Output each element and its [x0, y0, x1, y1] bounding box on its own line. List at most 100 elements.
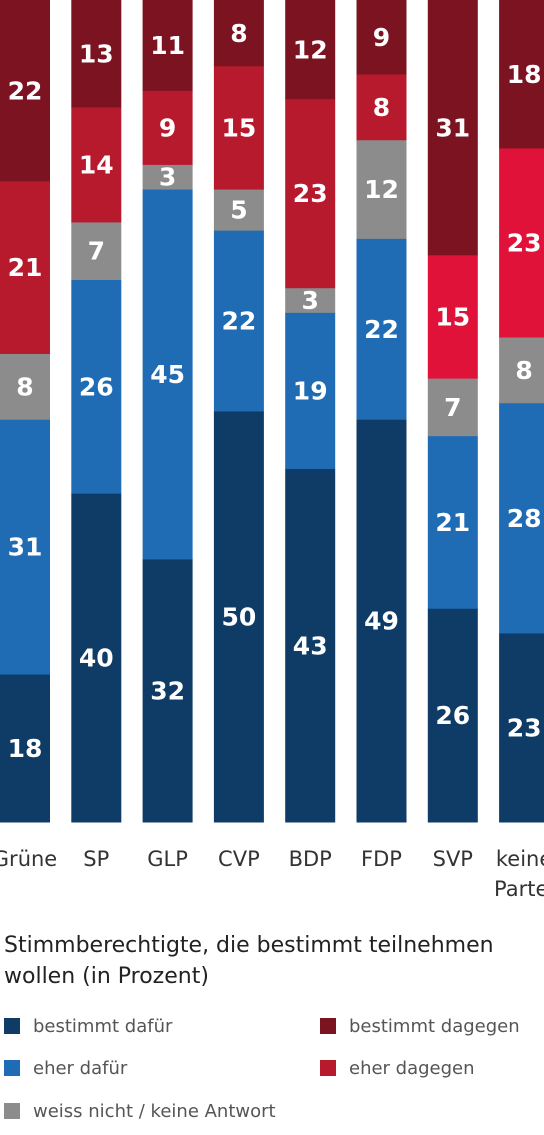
- bar-segment: [0, 353, 50, 420]
- data-label: 13: [79, 39, 114, 68]
- data-label: 8: [230, 19, 247, 48]
- bar-segment: [285, 287, 336, 313]
- data-label: 28: [507, 504, 542, 533]
- data-label: 23: [293, 179, 328, 208]
- bar-segment: [356, 238, 407, 420]
- bar-segment: [142, 90, 193, 165]
- bar-segment: [285, 0, 336, 100]
- bar-segment: [427, 608, 478, 823]
- bar-segment: [71, 493, 122, 823]
- bar-segment: [285, 312, 336, 470]
- data-label: 45: [150, 360, 185, 389]
- bar-segment: [285, 98, 336, 289]
- bar-segment: [285, 468, 336, 823]
- category-label: CVP: [218, 847, 260, 871]
- data-label: 15: [435, 302, 470, 331]
- legend-label: bestimmt dagegen: [349, 1016, 520, 1037]
- data-label: 11: [150, 31, 185, 60]
- data-label: 3: [301, 286, 318, 315]
- data-label: 18: [8, 734, 43, 763]
- legend-item: eher dafür: [4, 1058, 127, 1079]
- category-label: GLP: [147, 847, 188, 871]
- category-label: FDP: [361, 847, 402, 871]
- data-label: 22: [364, 315, 399, 344]
- data-label: 23: [507, 713, 542, 742]
- data-label: 3: [159, 163, 176, 192]
- bar-segment: [356, 419, 407, 823]
- legend-swatch: [4, 1103, 20, 1119]
- data-label: 8: [515, 356, 532, 385]
- data-label: 9: [373, 23, 390, 52]
- data-label: 8: [16, 372, 33, 401]
- bar-segment: [427, 378, 478, 437]
- bar-segment: [0, 180, 50, 354]
- bar-segment: [71, 279, 122, 494]
- data-label: 31: [435, 113, 470, 142]
- data-label: 22: [222, 307, 257, 336]
- bar-segment: [356, 139, 407, 239]
- data-label: 7: [88, 237, 105, 266]
- data-label: 49: [364, 607, 399, 636]
- data-label: 40: [79, 644, 114, 673]
- data-label: 18: [507, 60, 542, 89]
- data-label: 43: [293, 631, 328, 660]
- bar-segment: [213, 65, 264, 190]
- legend-swatch: [4, 1060, 20, 1076]
- category-label: BDP: [289, 847, 332, 871]
- bar-segment: [142, 0, 193, 91]
- data-label: 8: [373, 93, 390, 122]
- data-label: 12: [293, 35, 328, 64]
- bar-segment: [213, 0, 264, 67]
- bar-segment: [499, 632, 544, 823]
- data-label: 19: [293, 376, 328, 405]
- bar-segment: [499, 337, 544, 404]
- bar-segment: [427, 435, 478, 609]
- bar-segment: [213, 230, 264, 412]
- data-label: 50: [222, 603, 257, 632]
- legend-item: weiss nicht / keine Antwort: [4, 1101, 276, 1122]
- category-label: Grüne: [0, 847, 57, 871]
- data-label: 12: [364, 175, 399, 204]
- legend-label: weiss nicht / keine Antwort: [33, 1101, 276, 1122]
- bar-segment: [427, 254, 478, 379]
- bar-segment: [71, 0, 122, 108]
- bar-segment: [142, 558, 193, 823]
- legend-swatch: [320, 1060, 336, 1076]
- category-label: SVP: [433, 847, 473, 871]
- data-label: 22: [8, 76, 43, 105]
- bar-segment: [0, 0, 50, 182]
- chart-caption: Stimmberechtigte, die bestimmt teilnehme…: [4, 933, 494, 989]
- data-label: 32: [150, 676, 185, 705]
- legend-label: bestimmt dafür: [33, 1016, 173, 1037]
- category-label: SP: [83, 847, 109, 871]
- legend-item: eher dagegen: [320, 1058, 475, 1079]
- legend-label: eher dagegen: [349, 1058, 475, 1079]
- bar-segment: [499, 402, 544, 634]
- bar-segment: [71, 106, 122, 223]
- data-label: 5: [230, 196, 247, 225]
- data-label: 23: [507, 228, 542, 257]
- data-label: 7: [444, 393, 461, 422]
- bar-segment: [356, 73, 407, 141]
- bar-segment: [499, 147, 544, 338]
- legend-item: bestimmt dagegen: [320, 1016, 520, 1037]
- bar-segment: [71, 221, 122, 280]
- data-label: 31: [8, 533, 43, 562]
- bar-segment: [499, 0, 544, 149]
- bar-segment: [213, 411, 264, 823]
- data-label: 9: [159, 113, 176, 142]
- legend-swatch: [320, 1018, 336, 1034]
- bar-segment: [142, 189, 193, 560]
- data-label: 21: [8, 253, 43, 282]
- bar-segment: [213, 189, 264, 231]
- legend-swatch: [4, 1018, 20, 1034]
- legend-label: eher dafür: [33, 1058, 128, 1079]
- legend-item: bestimmt dafür: [4, 1016, 172, 1037]
- data-label: 15: [222, 113, 257, 142]
- data-label: 26: [435, 701, 470, 730]
- bar-segment: [356, 0, 407, 75]
- data-label: 26: [79, 372, 114, 401]
- stacked-bar-chart: 183182122Grüne402671413SP32453911GLP5022…: [0, 0, 544, 901]
- data-label: 14: [79, 150, 114, 179]
- bar-segment: [0, 419, 50, 675]
